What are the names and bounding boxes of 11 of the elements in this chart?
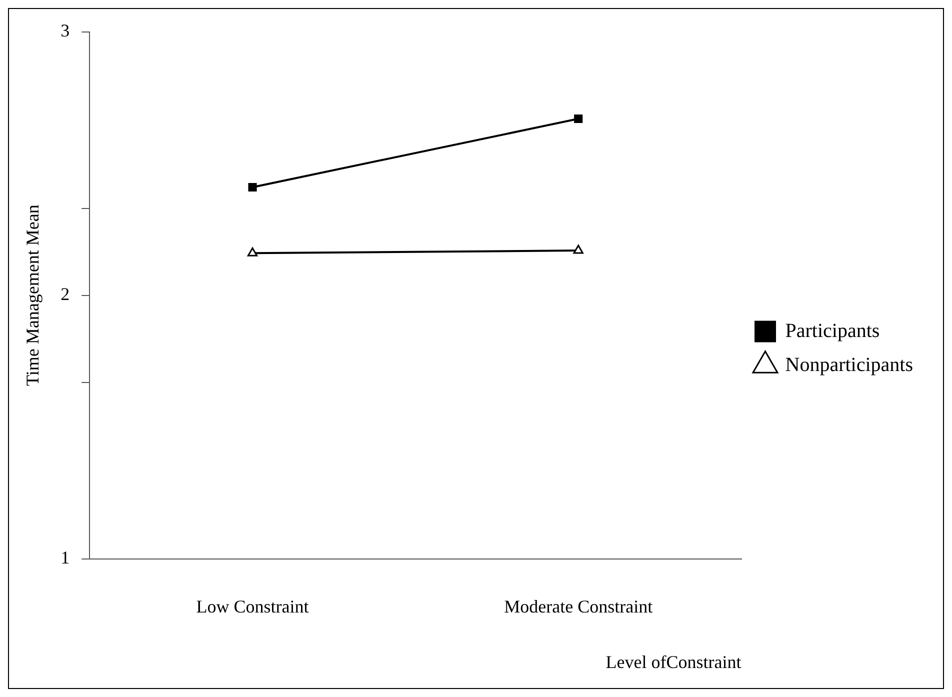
y-tick-label: 1 <box>60 548 70 568</box>
legend-label: Participants <box>785 320 880 342</box>
legend-label: Nonparticipants <box>785 354 914 376</box>
point <box>574 114 583 124</box>
y-tick-label: 2 <box>60 284 70 304</box>
x-axis-title: Level ofConstraint <box>606 652 742 672</box>
x-tick-label: Moderate Constraint <box>504 596 653 616</box>
y-tick-label: 3 <box>60 20 70 41</box>
x-tick-label: Low Constraint <box>196 596 309 616</box>
y-axis-title: Time Management Mean <box>22 204 43 386</box>
point <box>248 182 257 192</box>
